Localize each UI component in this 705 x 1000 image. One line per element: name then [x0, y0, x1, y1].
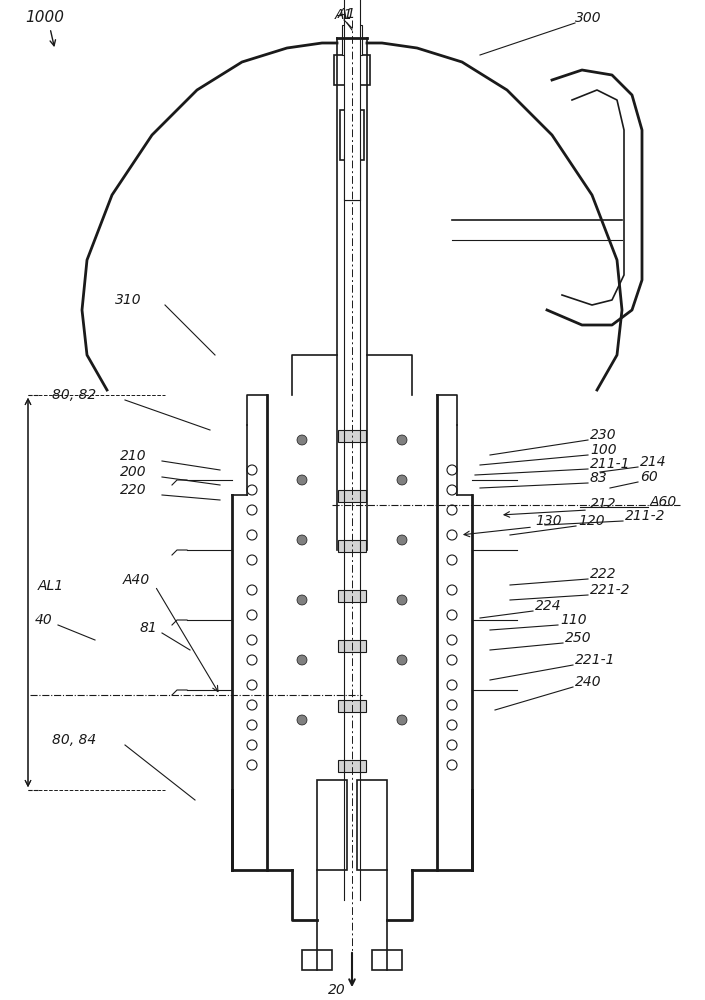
- Circle shape: [397, 655, 407, 665]
- Text: 120: 120: [578, 514, 605, 528]
- Bar: [338, 640, 366, 652]
- Bar: [302, 950, 332, 970]
- Text: A1: A1: [338, 7, 356, 21]
- Bar: [338, 430, 366, 442]
- Text: 230: 230: [590, 428, 617, 442]
- Text: 83: 83: [590, 471, 608, 485]
- Bar: [338, 490, 366, 502]
- Bar: [344, 155, 360, 200]
- Text: 221-2: 221-2: [590, 583, 630, 597]
- Text: 20: 20: [328, 983, 346, 997]
- Text: 212: 212: [590, 497, 617, 511]
- Text: 81: 81: [140, 621, 158, 635]
- Bar: [357, 780, 387, 870]
- Bar: [334, 55, 370, 85]
- Bar: [317, 780, 347, 870]
- Text: 310: 310: [115, 293, 142, 307]
- Bar: [372, 950, 402, 970]
- Text: 110: 110: [560, 613, 587, 627]
- Bar: [338, 540, 366, 552]
- Circle shape: [297, 435, 307, 445]
- Text: 200: 200: [120, 465, 147, 479]
- Circle shape: [297, 475, 307, 485]
- Circle shape: [297, 595, 307, 605]
- Text: 80, 82: 80, 82: [52, 388, 97, 402]
- Text: 80, 84: 80, 84: [52, 733, 97, 747]
- Text: A60: A60: [650, 495, 678, 509]
- Text: 210: 210: [120, 449, 147, 463]
- Circle shape: [297, 655, 307, 665]
- Circle shape: [297, 535, 307, 545]
- Text: 300: 300: [575, 11, 601, 25]
- Circle shape: [397, 595, 407, 605]
- Text: 100: 100: [590, 443, 617, 457]
- Circle shape: [397, 715, 407, 725]
- Text: 250: 250: [565, 631, 591, 645]
- Circle shape: [397, 475, 407, 485]
- Text: AL1: AL1: [38, 579, 64, 593]
- Text: 211-1: 211-1: [590, 457, 630, 471]
- Bar: [338, 700, 366, 712]
- Text: 240: 240: [575, 675, 601, 689]
- Bar: [344, 0, 360, 200]
- Bar: [340, 110, 364, 160]
- Circle shape: [397, 435, 407, 445]
- Text: A1: A1: [335, 8, 353, 22]
- Text: 214: 214: [640, 455, 667, 469]
- Bar: [338, 760, 366, 772]
- Text: 222: 222: [590, 567, 617, 581]
- Text: 1000: 1000: [25, 10, 64, 25]
- Text: 220: 220: [120, 483, 147, 497]
- Text: 224: 224: [535, 599, 562, 613]
- Text: 130: 130: [535, 514, 562, 528]
- Bar: [342, 25, 362, 55]
- Text: 40: 40: [35, 613, 53, 627]
- Circle shape: [397, 535, 407, 545]
- Text: A40: A40: [123, 573, 150, 587]
- Bar: [338, 590, 366, 602]
- Text: 221-1: 221-1: [575, 653, 615, 667]
- Circle shape: [297, 715, 307, 725]
- Text: 211-2: 211-2: [625, 509, 666, 523]
- Text: 60: 60: [640, 470, 658, 484]
